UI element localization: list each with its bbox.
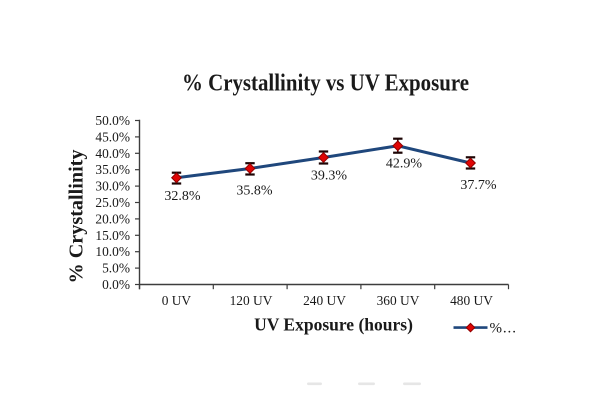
svg-text:35.0%: 35.0% (95, 162, 130, 177)
svg-text:0 UV: 0 UV (162, 293, 192, 308)
svg-text:% Crystallinity: % Crystallinity (66, 149, 88, 283)
svg-text:0.0%: 0.0% (102, 277, 130, 292)
svg-text:UV Exposure (hours): UV Exposure (hours) (254, 315, 413, 335)
svg-text:%...: %... (490, 321, 517, 337)
svg-text:37.7%: 37.7% (460, 178, 497, 193)
svg-text:15.0%: 15.0% (95, 228, 130, 243)
svg-text:40.0%: 40.0% (95, 146, 130, 161)
svg-text:360 UV: 360 UV (377, 293, 420, 308)
svg-text:45.0%: 45.0% (95, 129, 130, 144)
svg-text:42.9%: 42.9% (386, 157, 423, 172)
svg-text:240 UV: 240 UV (303, 293, 346, 308)
svg-text:120 UV: 120 UV (230, 293, 273, 308)
svg-text:32.8%: 32.8% (164, 189, 201, 204)
svg-text:10.0%: 10.0% (95, 244, 130, 259)
svg-text:25.0%: 25.0% (95, 195, 130, 210)
svg-text:39.3%: 39.3% (311, 169, 348, 184)
svg-text:50.0%: 50.0% (95, 113, 130, 128)
svg-text:35.8%: 35.8% (236, 184, 273, 199)
svg-text:480 UV: 480 UV (450, 293, 493, 308)
svg-text:30.0%: 30.0% (95, 179, 130, 194)
svg-text:20.0%: 20.0% (95, 211, 130, 226)
svg-text:% Crystallinity vs UV Exposure: % Crystallinity vs UV Exposure (182, 71, 469, 97)
svg-text:5.0%: 5.0% (102, 261, 130, 276)
